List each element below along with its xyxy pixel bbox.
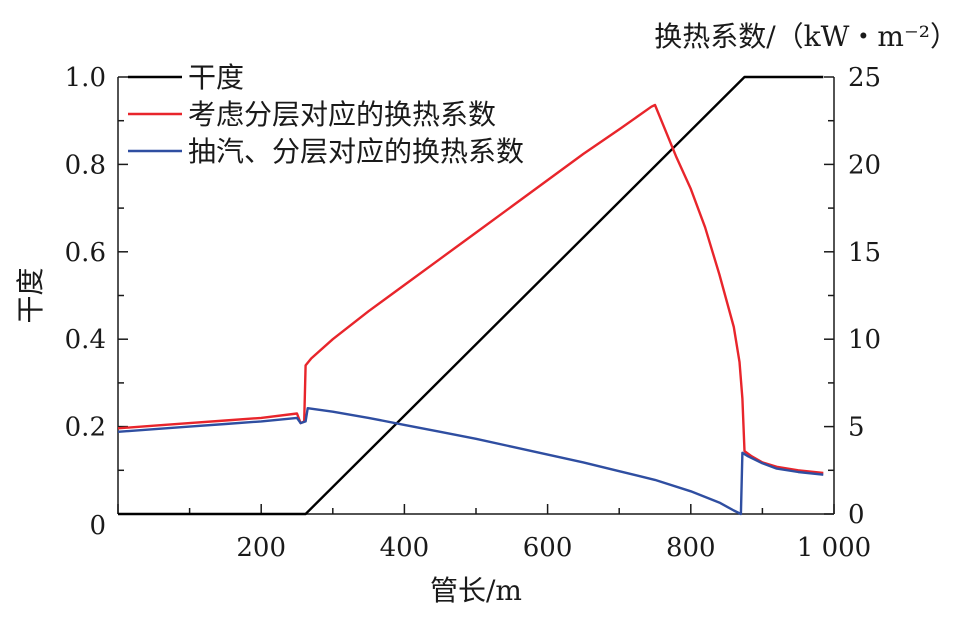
y-right-tick-label: 15 [848,238,881,268]
x-tick-label: 200 [236,533,286,563]
x-tick-label: 1 000 [797,533,871,563]
y-left-tick-label: 0.6 [65,238,106,268]
y-left-tick-label: 0.2 [65,413,106,443]
legend-label-2: 考虑分层对应的换热系数 [188,98,496,131]
y-right-tick-label: 0 [848,500,865,530]
series-line-2 [117,103,824,475]
legend-label-1: 干度 [188,61,244,94]
y-left-tick-label: 0.8 [65,150,106,180]
series-layer [117,75,824,516]
x-axis-title: 管长/m [430,574,522,607]
y-right-tick-label: 20 [848,150,881,180]
y-left-tick-label: 1.0 [65,63,106,93]
series-line-3 [117,407,824,516]
axes: 200 400 600 800 1 00000.20.40.60.81.00510152… [65,63,881,563]
y-right-tick-label: 5 [848,413,865,443]
x-tick-label: 400 [380,533,430,563]
y-right-tick-label: 25 [848,63,881,93]
x-tick-label: 800 [666,533,716,563]
x-tick-label: 600 [523,533,573,563]
y-right-tick-label: 10 [848,325,881,355]
y-left-tick-label: 0 [89,511,106,541]
legend-label-3: 抽汽、分层对应的换热系数 [188,135,524,168]
y-axis-left-title: 干度 [14,267,47,323]
series-line-1 [118,75,824,516]
y-axis-right-title: 换热系数/（kW・m⁻²） [654,20,958,53]
y-left-tick-label: 0.4 [65,325,106,355]
